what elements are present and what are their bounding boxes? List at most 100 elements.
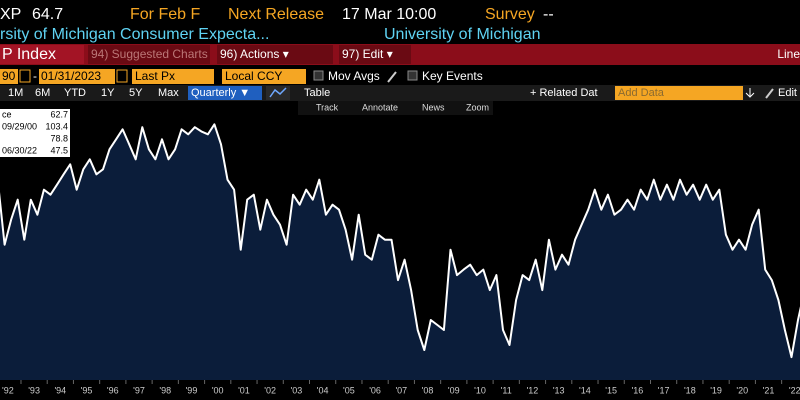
add-data[interactable]: Add Data [618,87,665,99]
edit-button[interactable] [339,45,411,64]
calendar-icon[interactable] [19,69,31,83]
tool[interactable]: Track [316,102,339,112]
legend [0,109,70,157]
x-tick-label: '10 [474,385,486,395]
x-tick-label: '16 [632,385,644,395]
frequency[interactable]: Quarterly ▼ [191,87,250,99]
tool[interactable]: Annotate [362,102,398,112]
x-tick-label: '04 [317,385,329,395]
survey-value: -- [543,6,554,23]
for-label: For Feb F [130,6,200,23]
x-tick-label: '94 [54,385,66,395]
x-tick-label: '11 [501,385,512,395]
pencil-icon[interactable] [387,71,397,83]
x-tick-label: '97 [133,385,145,395]
x-tick-label: '19 [710,385,722,395]
actions-button[interactable] [217,45,333,64]
area [0,124,800,380]
tool[interactable]: News [422,102,445,112]
actions[interactable]: 96) Actions ▾ [220,47,289,61]
x-tick-label: '06 [369,385,381,395]
x-tick-label: '96 [107,385,119,395]
mov-avgs[interactable]: Mov Avgs [328,69,380,83]
legend-label: 06/30/22 [2,145,37,155]
range[interactable]: 5Y [129,87,143,99]
x-tick-label: '00 [212,385,224,395]
plot [0,123,800,380]
ticker: XP [0,6,21,23]
x-tick-label: '95 [81,385,93,395]
x-axis: '92 '93 '94 '95 '96 '97 '98 '99 '00 '01 '02 '03 '04 '… [2,380,800,395]
legend-value: 47.5 [50,145,68,155]
end-box[interactable] [39,69,115,84]
x-tick-label: '21 [763,385,775,395]
chart-icon[interactable] [269,87,287,98]
x-tick-label: '99 [186,385,198,395]
view[interactable]: Line [777,47,800,61]
release-value: 17 Mar 10:00 [342,6,436,23]
x-tick-label: '08 [422,385,434,395]
survey-label: Survey [485,6,535,23]
source: University of Michigan [384,26,541,43]
frequency-box[interactable] [188,86,262,100]
description: rsity of Michigan Consumer Expecta... [0,26,269,43]
field[interactable]: Last Px [135,69,175,83]
x-tick-label: '15 [605,385,617,395]
security[interactable]: P Index [2,46,56,63]
start-box[interactable] [0,69,18,84]
x-tick-label: '14 [579,385,591,395]
suggested-button[interactable] [88,45,210,64]
legend-items: ce 62.7 09/29/00 103.4 78.8 06/30/22 47.5 [2,109,68,155]
tool-bar [298,101,493,115]
table[interactable]: Table [304,87,330,99]
calendar-icon[interactable] [116,69,128,83]
x-tick-label: '13 [553,385,565,395]
release-label: Next Release [228,6,324,23]
range[interactable]: 6M [35,87,50,99]
x-tick-label: '92 [2,385,14,395]
x-tick-label: '05 [343,385,355,395]
checkbox[interactable] [313,70,324,81]
x-tick-label: '12 [527,385,539,395]
x-tick-label: '07 [395,385,407,395]
currency[interactable]: Local CCY [225,69,282,83]
range[interactable]: 1Y [101,87,115,99]
pencil-icon[interactable] [765,88,774,99]
x-tick-label: '09 [448,385,460,395]
range[interactable]: 1M [8,87,23,99]
related[interactable]: + Related Dat [530,87,598,99]
x-tick-label: '22 [789,385,800,395]
price: 64.7 [32,6,63,23]
x-tick-label: '18 [684,385,696,395]
key-events[interactable]: Key Events [422,69,483,83]
currency-box[interactable] [222,69,306,84]
dash: - [33,69,37,83]
legend-label: 09/29/00 [2,121,37,131]
start-date[interactable]: 90 [2,69,16,83]
add-data-box[interactable] [615,86,743,100]
x-tick-label: '17 [658,385,670,395]
x-tick-label: '03 [291,385,303,395]
legend-value: 78.8 [50,133,68,143]
legend-label: ce [2,109,12,119]
edit[interactable]: Edit [778,87,797,99]
x-tick-label: '02 [264,385,276,395]
x-tick-label: '98 [159,385,171,395]
x-tick-label: '01 [238,385,250,395]
field-box[interactable] [132,69,214,84]
download-icon[interactable] [745,88,755,98]
checkbox[interactable] [407,70,418,81]
security-box[interactable] [0,45,84,64]
line [0,123,800,359]
x-tick-label: '93 [28,385,40,395]
tool[interactable]: Zoom [466,102,489,112]
range[interactable]: YTD [64,87,86,99]
end-date[interactable]: 01/31/2023 [41,69,101,83]
x-tick-label: '20 [736,385,748,395]
suggested[interactable]: 94) Suggested Charts [91,47,208,61]
edit-menu[interactable]: 97) Edit ▾ [342,47,393,61]
legend-value: 103.4 [45,121,68,131]
range[interactable]: Max [158,87,179,99]
legend-value: 62.7 [50,109,68,119]
